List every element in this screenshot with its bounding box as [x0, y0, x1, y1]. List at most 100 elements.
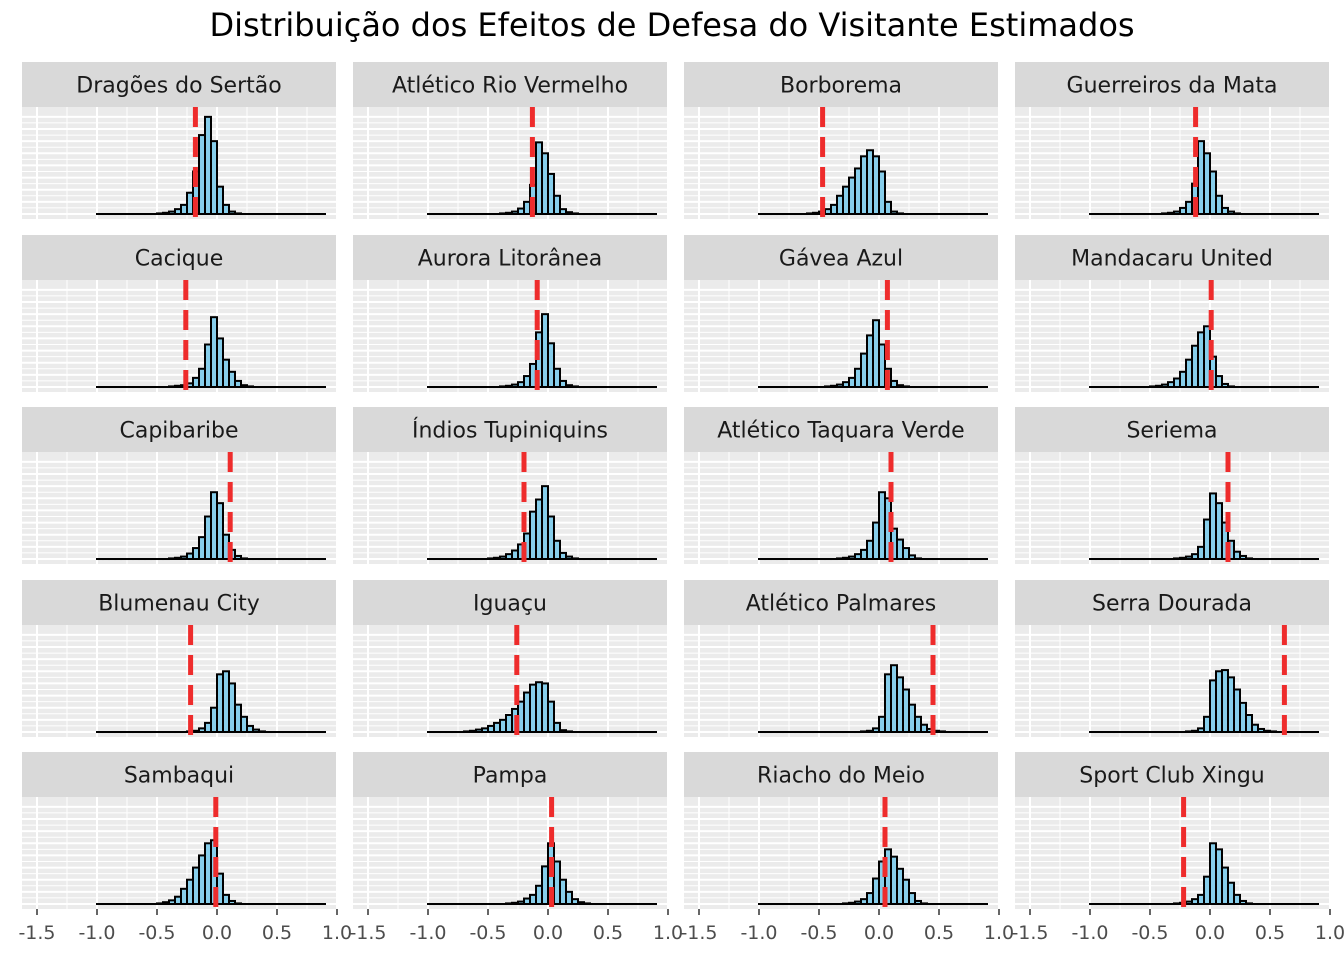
histogram-bar	[908, 892, 916, 905]
facet-panel: Sport Club Xingu -1.5 -1.0 -0.5 0.0 0.5 1.0	[1011, 752, 1344, 944]
x-tick-label: -1.5	[1011, 922, 1048, 944]
histogram-bar	[547, 172, 555, 216]
facet-label: Gávea Azul	[779, 247, 903, 272]
x-tick-label: -1.5	[18, 922, 55, 944]
panel-background	[684, 625, 998, 737]
x-tick-label: -1.5	[680, 922, 717, 944]
facet-panel: Aurora Litorânea	[353, 235, 669, 392]
x-tick-label: -0.5	[469, 922, 506, 944]
histogram-bar	[1209, 170, 1217, 215]
facet-label: Mandacaru United	[1071, 247, 1273, 272]
histogram-bar	[902, 547, 910, 560]
panel-background	[22, 625, 336, 737]
panel-background	[353, 280, 667, 392]
facet-panel: Pampa -1.5 -1.0 -0.5 0.0 0.5 1.0	[349, 752, 683, 944]
facet-label: Sport Club Xingu	[1079, 764, 1264, 789]
facet-panel: Cacique	[22, 235, 338, 392]
x-tick-label: -0.5	[138, 922, 175, 944]
panel-background	[22, 280, 336, 392]
facet-panel: Borborema	[684, 62, 1000, 219]
panel-background	[1015, 625, 1329, 737]
x-tick-label: 0.5	[924, 922, 954, 944]
strip-background	[1015, 62, 1329, 107]
panel-background	[353, 107, 667, 219]
histogram-bar	[547, 700, 555, 734]
facet-panel: Atlético Rio Vermelho	[353, 62, 669, 219]
facet-label: Riacho do Meio	[757, 764, 925, 789]
x-tick-label: 1.0	[984, 922, 1014, 944]
x-tick-label: 0.5	[1255, 922, 1285, 944]
facet-label: Dragões do Sertão	[76, 74, 281, 99]
panel-background	[22, 107, 336, 219]
histogram-bar	[884, 200, 892, 216]
facet-panel: Guerreiros da Mata	[1015, 62, 1331, 219]
histogram-bar	[553, 539, 561, 560]
x-tick-label: 1.0	[322, 922, 352, 944]
x-tick-label: 0.0	[864, 922, 894, 944]
strip-background	[353, 62, 667, 107]
strip-background	[22, 407, 336, 452]
histogram-bar	[228, 370, 236, 389]
histogram-bar	[908, 554, 916, 560]
histogram-bar	[1215, 375, 1223, 389]
strip-background	[684, 62, 998, 107]
panel-background	[22, 797, 336, 909]
facet-panel: Sambaqui -1.5 -1.0 -0.5 0.0 0.5 1.0	[18, 752, 352, 944]
x-tick-label: 1.0	[653, 922, 683, 944]
strip-background	[22, 62, 336, 107]
panel-background	[684, 797, 998, 909]
facet-panel: Seriema	[1015, 407, 1331, 564]
strip-background	[22, 580, 336, 625]
facet-panel: Atlético Taquara Verde	[684, 407, 1000, 564]
facet-label: Seriema	[1126, 419, 1217, 444]
panel-background	[1015, 280, 1329, 392]
histogram-bar	[216, 185, 224, 216]
facet-label: Aurora Litorânea	[418, 247, 602, 272]
chart-title: Distribuição dos Efeitos de Defesa do Vi…	[209, 6, 1135, 44]
histogram-bar	[890, 379, 898, 388]
histogram-bar	[902, 878, 910, 906]
x-tick-label: 0.0	[202, 922, 232, 944]
facet-panel: Mandacaru United	[1015, 235, 1331, 392]
panel-background	[1015, 797, 1329, 909]
strip-background	[1015, 752, 1329, 797]
facet-panel: Capibaribe	[22, 407, 338, 564]
x-tick-label: 1.0	[1315, 922, 1344, 944]
facet-label: Iguaçu	[473, 592, 547, 617]
histogram-bar	[222, 893, 230, 906]
histogram-bar	[553, 721, 561, 734]
histogram-bar	[1215, 194, 1223, 216]
x-tick-label: -0.5	[800, 922, 837, 944]
strip-background	[684, 752, 998, 797]
panel-background	[22, 452, 336, 564]
panel-background	[1015, 452, 1329, 564]
panel-background	[353, 452, 667, 564]
strip-background	[1015, 235, 1329, 280]
strip-background	[22, 752, 336, 797]
histogram-bar	[234, 379, 242, 388]
facet-label: Capibaribe	[119, 419, 238, 444]
histogram-bar	[1227, 881, 1235, 905]
facet-label: Sambaqui	[124, 764, 234, 789]
facet-label: Atlético Taquara Verde	[717, 419, 964, 444]
histogram-bar	[547, 515, 555, 560]
facet-panel: Atlético Palmares	[684, 580, 1000, 737]
facet-label: Atlético Palmares	[746, 592, 937, 617]
histogram-bar	[565, 890, 573, 905]
x-tick-label: -1.5	[349, 922, 386, 944]
facet-panel: Dragões do Sertão	[22, 62, 338, 219]
facet-label: Pampa	[473, 764, 548, 789]
facet-panel: Gávea Azul	[684, 235, 1000, 392]
strip-background	[22, 235, 336, 280]
strip-background	[353, 235, 667, 280]
histogram-bar	[216, 502, 224, 560]
facet-label: Guerreiros da Mata	[1067, 74, 1278, 99]
facet-label: Serra Dourada	[1092, 592, 1252, 617]
histogram-bar	[559, 379, 567, 388]
histogram-bar	[878, 170, 886, 215]
histogram-bar	[1245, 714, 1253, 733]
facet-panel: Índios Tupiniquins	[353, 407, 669, 564]
x-tick-label: -1.0	[409, 922, 446, 944]
facet-panel: Serra Dourada	[1015, 580, 1331, 737]
